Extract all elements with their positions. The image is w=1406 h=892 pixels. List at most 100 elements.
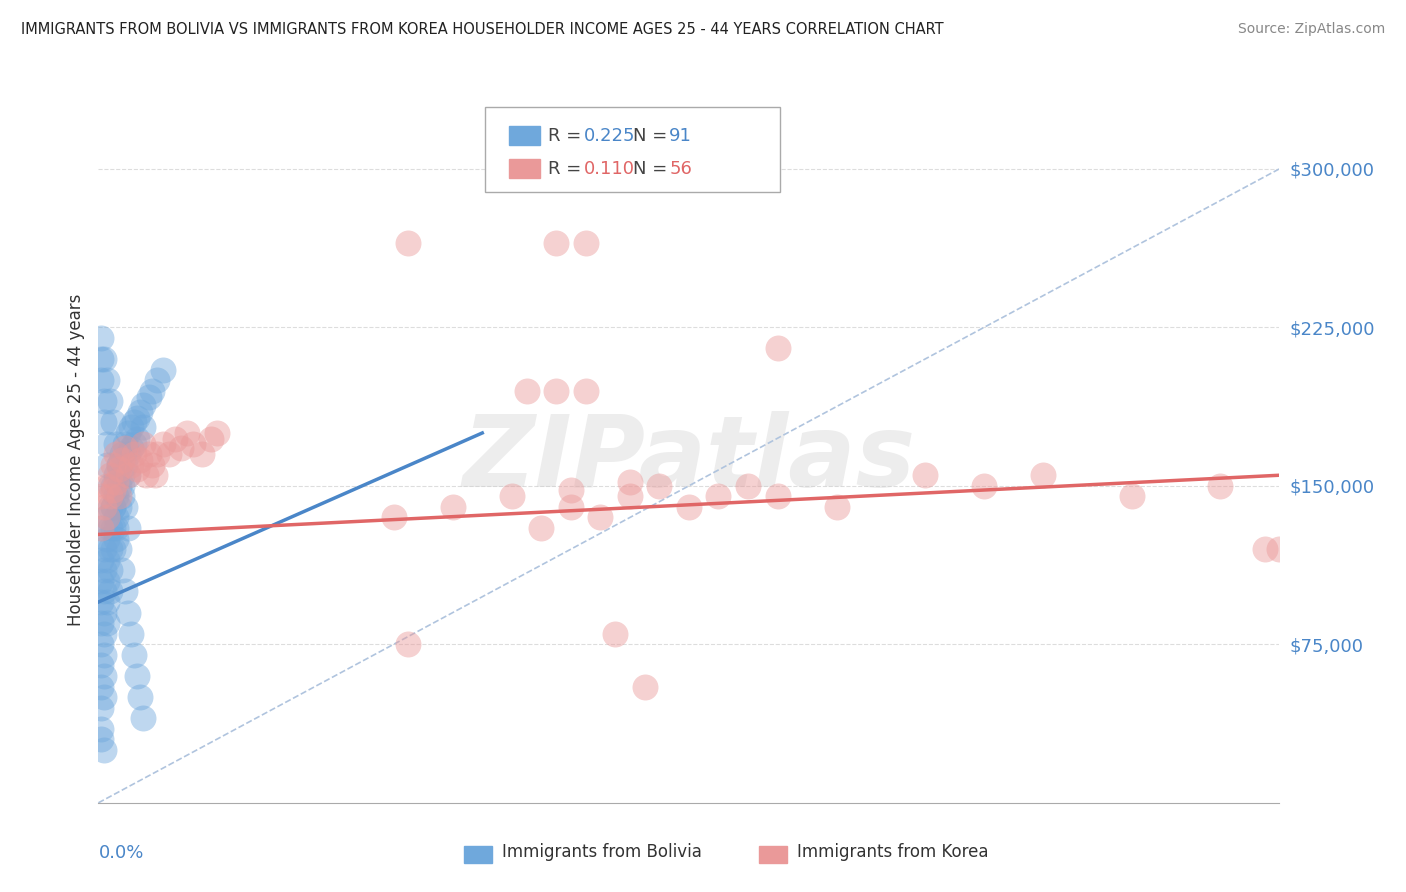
Point xyxy=(90,521,112,535)
Point xyxy=(138,447,160,461)
Point xyxy=(103,416,125,430)
Point xyxy=(120,458,142,472)
Point xyxy=(117,521,139,535)
Point xyxy=(103,521,125,535)
Point xyxy=(108,458,131,472)
Point xyxy=(546,235,568,250)
Point xyxy=(93,542,115,557)
Point xyxy=(90,489,112,503)
Point xyxy=(108,479,131,493)
Point xyxy=(111,563,134,577)
Point xyxy=(441,500,464,514)
Point xyxy=(125,669,148,683)
Point xyxy=(96,532,118,546)
Point xyxy=(141,384,163,398)
Point xyxy=(619,475,641,489)
Point xyxy=(105,532,128,546)
Point xyxy=(143,468,166,483)
Point xyxy=(132,419,155,434)
Point xyxy=(90,722,112,736)
Text: N =: N = xyxy=(633,127,672,145)
Point xyxy=(678,500,700,514)
Point xyxy=(98,563,121,577)
Point xyxy=(96,595,118,609)
Point xyxy=(96,616,118,631)
Point xyxy=(737,479,759,493)
Point xyxy=(575,235,598,250)
Point xyxy=(1121,489,1143,503)
Point xyxy=(382,510,405,524)
Point xyxy=(589,510,612,524)
Point xyxy=(634,680,657,694)
Point xyxy=(90,732,112,747)
Point xyxy=(90,331,112,345)
Point xyxy=(120,626,142,640)
Point xyxy=(973,479,995,493)
Text: ZIPatlas: ZIPatlas xyxy=(463,411,915,508)
Point xyxy=(98,468,121,483)
Point xyxy=(96,479,118,493)
Point xyxy=(1268,542,1291,557)
Point xyxy=(93,584,115,599)
Text: IMMIGRANTS FROM BOLIVIA VS IMMIGRANTS FROM KOREA HOUSEHOLDER INCOME AGES 25 - 44: IMMIGRANTS FROM BOLIVIA VS IMMIGRANTS FR… xyxy=(21,22,943,37)
Point xyxy=(135,468,157,483)
Point xyxy=(96,510,118,524)
Text: Source: ZipAtlas.com: Source: ZipAtlas.com xyxy=(1237,22,1385,37)
Point xyxy=(165,432,187,446)
Point xyxy=(128,405,150,419)
Point xyxy=(152,362,174,376)
Point xyxy=(914,468,936,483)
Point xyxy=(117,606,139,620)
Point xyxy=(170,441,193,455)
Point xyxy=(176,425,198,440)
Point xyxy=(114,584,136,599)
Point xyxy=(707,489,730,503)
Point xyxy=(90,700,112,714)
Point xyxy=(200,432,222,446)
Point xyxy=(516,384,538,398)
Point xyxy=(90,373,112,387)
Point xyxy=(103,542,125,557)
Point xyxy=(105,436,128,450)
Text: Immigrants from Korea: Immigrants from Korea xyxy=(797,843,988,861)
Point xyxy=(93,669,115,683)
Point xyxy=(90,637,112,651)
Point xyxy=(103,500,125,514)
Point xyxy=(120,419,142,434)
Point xyxy=(90,616,112,631)
Point xyxy=(619,489,641,503)
Point xyxy=(138,390,160,404)
Text: R =: R = xyxy=(548,127,588,145)
Point xyxy=(117,425,139,440)
Point xyxy=(98,394,121,409)
Point xyxy=(141,458,163,472)
Point xyxy=(105,468,128,483)
Point xyxy=(98,584,121,599)
Point xyxy=(98,542,121,557)
Point xyxy=(93,563,115,577)
Text: 0.110: 0.110 xyxy=(583,160,634,178)
Point xyxy=(90,553,112,567)
Point xyxy=(132,436,155,450)
Point xyxy=(766,489,789,503)
Text: 0.225: 0.225 xyxy=(583,127,636,145)
Point xyxy=(90,595,112,609)
Text: R =: R = xyxy=(548,160,588,178)
Point xyxy=(108,458,131,472)
Point xyxy=(105,521,128,535)
Point xyxy=(125,462,148,476)
Point xyxy=(114,500,136,514)
Point xyxy=(90,521,112,535)
Point xyxy=(93,690,115,705)
Point xyxy=(1254,542,1277,557)
Point xyxy=(103,483,125,497)
Point xyxy=(132,399,155,413)
Point xyxy=(114,441,136,455)
Point xyxy=(93,394,115,409)
Y-axis label: Householder Income Ages 25 - 44 years: Householder Income Ages 25 - 44 years xyxy=(66,293,84,625)
Text: N =: N = xyxy=(633,160,672,178)
Point xyxy=(117,447,139,461)
Point xyxy=(98,489,121,503)
Point xyxy=(117,468,139,483)
Point xyxy=(111,468,134,483)
